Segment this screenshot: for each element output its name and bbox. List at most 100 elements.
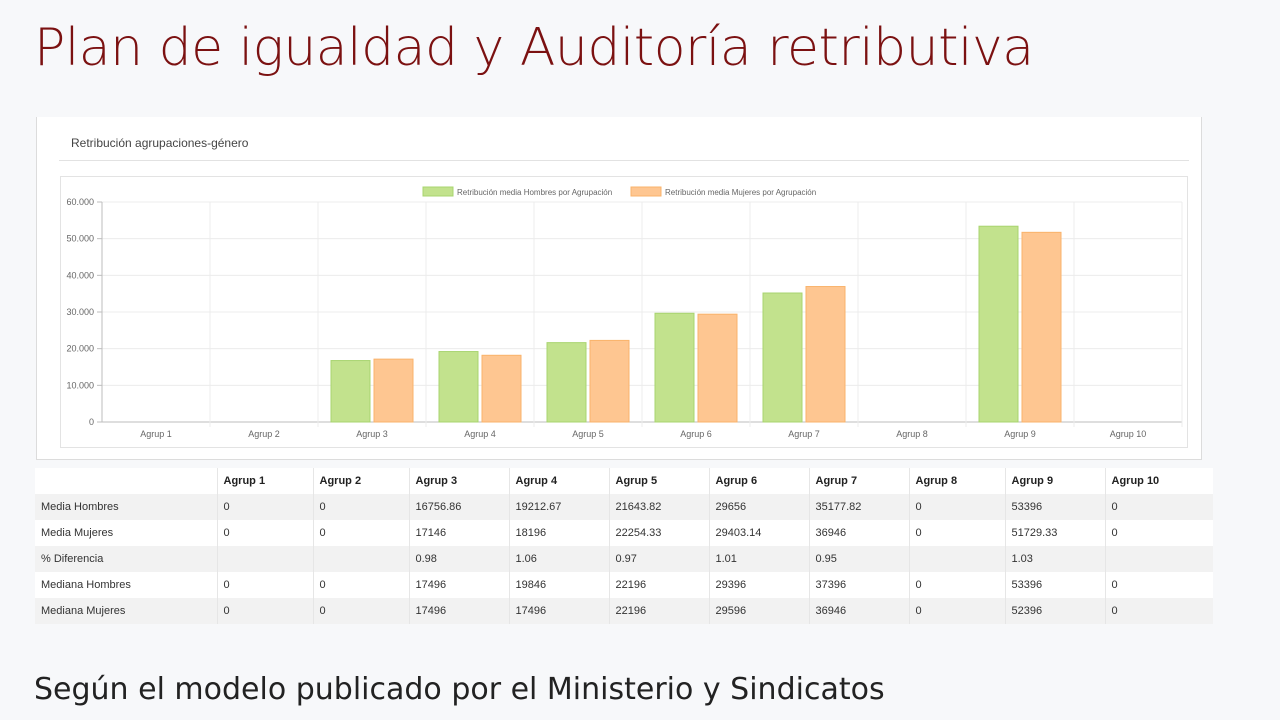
y-tick-label: 30.000 xyxy=(66,307,94,317)
table-header-cell: Agrup 9 xyxy=(1004,468,1105,494)
table-header-row: Agrup 1 Agrup 2 Agrup 3 Agrup 4 Agrup 5 Agrup… xyxy=(35,468,1213,494)
x-tick-label: Agrup 10 xyxy=(1110,429,1147,439)
bar-hombres xyxy=(762,292,803,423)
table-cell: 0 xyxy=(216,572,313,598)
table-header-cell: Agrup 6 xyxy=(708,468,809,494)
table-header-blank xyxy=(35,468,217,494)
table-cell: 0 xyxy=(1104,572,1213,598)
table-cell: 0 xyxy=(312,494,409,520)
bar-mujeres xyxy=(1021,231,1062,423)
table-cell: 0 xyxy=(908,598,1005,624)
table-row-label: Media Mujeres xyxy=(35,520,217,546)
table-cell: 0 xyxy=(908,494,1005,520)
legend-swatch-mujeres xyxy=(630,186,662,197)
table-cell: 17496 xyxy=(408,572,509,598)
table-cell xyxy=(312,546,409,572)
table-header-cell: Agrup 2 xyxy=(312,468,409,494)
table-cell: 19212.67 xyxy=(508,494,609,520)
y-tick-label: 10.000 xyxy=(66,380,94,390)
table-row: Media Hombres 0 0 16756.86 19212.67 21643.82 2… xyxy=(35,494,1213,520)
y-tick-label: 60.000 xyxy=(66,197,94,207)
x-tick-label: Agrup 6 xyxy=(680,429,712,439)
table-header-cell: Agrup 1 xyxy=(216,468,313,494)
table-cell: 0 xyxy=(908,572,1005,598)
bar-hombres xyxy=(978,225,1019,423)
table-cell: 0.98 xyxy=(408,546,509,572)
y-tick-label: 0 xyxy=(89,417,94,427)
table-row: % Diferencia 0.98 1.06 0.97 1.01 0.95 1.03 xyxy=(35,546,1213,572)
x-tick-label: Agrup 3 xyxy=(356,429,388,439)
table-cell: 0 xyxy=(1104,520,1213,546)
table-cell: 18196 xyxy=(508,520,609,546)
table-header-cell: Agrup 8 xyxy=(908,468,1005,494)
table-cell: 0 xyxy=(312,598,409,624)
chart-card: Retribución agrupaciones-género 0 10.000 2… xyxy=(36,117,1202,460)
chart-card-divider xyxy=(59,160,1189,161)
legend-label-hombres: Retribución media Hombres por Agrupación xyxy=(457,188,612,197)
table-cell: 16756.86 xyxy=(408,494,509,520)
table-cell: 1.01 xyxy=(708,546,809,572)
table-cell: 22196 xyxy=(608,598,709,624)
table-row-label: Mediana Mujeres xyxy=(35,598,217,624)
table-cell: 29396 xyxy=(708,572,809,598)
table-cell xyxy=(1104,546,1213,572)
x-tick-label: Agrup 8 xyxy=(896,429,928,439)
table-cell: 36946 xyxy=(808,598,909,624)
table-cell: 0 xyxy=(312,572,409,598)
table-row: Mediana Mujeres 0 0 17496 17496 22196 29596 369… xyxy=(35,598,1213,624)
table-cell: 17496 xyxy=(508,598,609,624)
x-tick-label: Agrup 4 xyxy=(464,429,496,439)
table-cell: 53396 xyxy=(1004,572,1105,598)
table-header-cell: Agrup 3 xyxy=(408,468,509,494)
table-cell xyxy=(216,546,313,572)
bar-hombres xyxy=(330,360,371,423)
table-cell: 53396 xyxy=(1004,494,1105,520)
x-tick-label: Agrup 2 xyxy=(248,429,280,439)
legend-swatch-hombres xyxy=(422,186,454,197)
y-tick-label: 20.000 xyxy=(66,344,94,354)
table-cell: 35177.82 xyxy=(808,494,909,520)
table-cell: 21643.82 xyxy=(608,494,709,520)
x-tick-label: Agrup 9 xyxy=(1004,429,1036,439)
table-cell: 0 xyxy=(216,520,313,546)
x-tick-label: Agrup 7 xyxy=(788,429,820,439)
table-cell: 29403.14 xyxy=(708,520,809,546)
table-header-cell: Agrup 7 xyxy=(808,468,909,494)
table-cell: 17146 xyxy=(408,520,509,546)
table-cell: 17496 xyxy=(408,598,509,624)
table-header-cell: Agrup 5 xyxy=(608,468,709,494)
y-tick-label: 40.000 xyxy=(66,270,94,280)
table-cell: 29596 xyxy=(708,598,809,624)
slide-title: Plan de igualdad y Auditoría retributiva xyxy=(34,18,1034,78)
table-cell: 51729.33 xyxy=(1004,520,1105,546)
x-tick-label: Agrup 5 xyxy=(572,429,604,439)
table-cell: 0 xyxy=(312,520,409,546)
table-cell: 22196 xyxy=(608,572,709,598)
table-row: Media Mujeres 0 0 17146 18196 22254.33 29403.1… xyxy=(35,520,1213,546)
bar-mujeres xyxy=(697,313,738,423)
table-header-cell: Agrup 10 xyxy=(1104,468,1213,494)
table-cell: 36946 xyxy=(808,520,909,546)
bar-chart: 0 10.000 20.000 30.000 40.000 50.000 60.000 Agr… xyxy=(66,186,1183,439)
table-row-label: % Diferencia xyxy=(35,546,217,572)
table-cell: 0.97 xyxy=(608,546,709,572)
table-cell: 22254.33 xyxy=(608,520,709,546)
table-cell: 0 xyxy=(216,598,313,624)
table-cell: 19846 xyxy=(508,572,609,598)
table-cell: 0 xyxy=(1104,598,1213,624)
table-row-label: Media Hombres xyxy=(35,494,217,520)
bar-mujeres xyxy=(373,358,414,423)
table-cell: 0 xyxy=(216,494,313,520)
x-tick-label: Agrup 1 xyxy=(140,429,172,439)
table-row: Mediana Hombres 0 0 17496 19846 22196 29396 373… xyxy=(35,572,1213,598)
table-cell: 1.03 xyxy=(1004,546,1105,572)
table-cell: 0 xyxy=(908,520,1005,546)
y-tick-label: 50.000 xyxy=(66,234,94,244)
bar-hombres xyxy=(654,312,695,423)
table-header-cell: Agrup 4 xyxy=(508,468,609,494)
table-cell: 37396 xyxy=(808,572,909,598)
legend-label-mujeres: Retribución media Mujeres por Agrupación xyxy=(665,188,816,197)
table-cell: 52396 xyxy=(1004,598,1105,624)
bar-mujeres xyxy=(481,354,522,423)
table-cell: 0.95 xyxy=(808,546,909,572)
